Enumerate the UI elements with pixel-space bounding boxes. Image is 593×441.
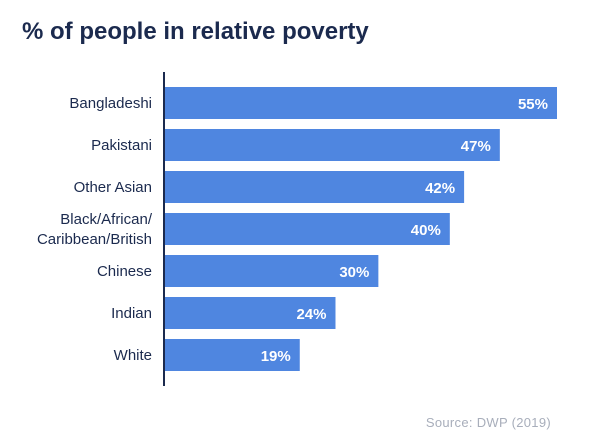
bar-value-label: 24% [296, 306, 326, 323]
category-label: Other Asian [74, 179, 152, 196]
bar [164, 129, 500, 161]
category-label: Indian [111, 305, 152, 322]
bar [164, 297, 336, 329]
category-label-line: Other Asian [74, 179, 152, 196]
bar-value-label: 30% [339, 264, 369, 281]
bar [164, 87, 557, 119]
bar [164, 213, 450, 245]
bar [164, 255, 379, 287]
chart-title: % of people in relative poverty [22, 18, 369, 45]
bar-value-label: 40% [411, 222, 441, 239]
category-label: Pakistani [91, 137, 152, 154]
category-label-line: Pakistani [91, 137, 152, 154]
category-label: Bangladeshi [69, 95, 152, 112]
bar-value-label: 19% [261, 348, 291, 365]
category-label-line: Bangladeshi [69, 95, 152, 112]
bar-value-label: 47% [461, 138, 491, 155]
chart-source: Source: DWP (2019) [425, 415, 551, 430]
bar [164, 171, 465, 203]
bar [164, 339, 300, 371]
category-label: Black/African/Caribbean/British [37, 211, 153, 248]
category-label-line: Caribbean/British [37, 231, 152, 248]
category-label: Chinese [97, 263, 152, 280]
category-label-line: Black/African/ [60, 211, 153, 228]
category-label-line: Chinese [97, 263, 152, 280]
bar-value-label: 42% [425, 180, 455, 197]
category-label-line: Indian [111, 305, 152, 322]
bar-value-label: 55% [518, 96, 548, 113]
category-label: White [114, 347, 152, 364]
category-label-line: White [114, 347, 152, 364]
